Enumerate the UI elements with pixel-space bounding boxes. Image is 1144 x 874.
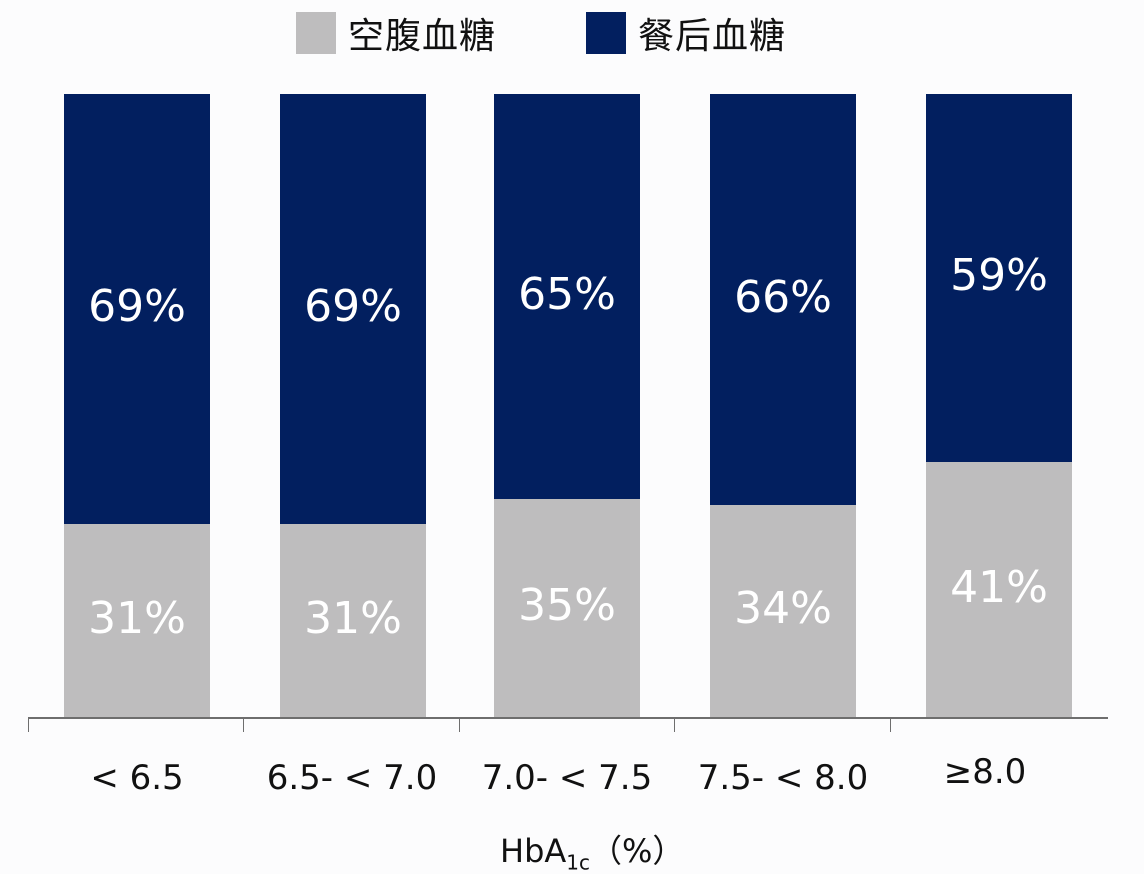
- bar-0: 69% 31%: [64, 94, 210, 717]
- bar-segment-postprandial: 69%: [280, 94, 426, 524]
- x-axis-title-unit: （%）: [590, 832, 685, 870]
- bar-2: 65% 35%: [494, 94, 640, 717]
- bar-segment-postprandial: 69%: [64, 94, 210, 524]
- legend-item-postprandial: 餐后血糖: [586, 7, 786, 59]
- data-label-postprandial: 59%: [950, 250, 1048, 301]
- bar-segment-postprandial: 66%: [710, 94, 856, 505]
- bar-segment-postprandial: 59%: [926, 94, 1072, 462]
- legend-swatch-postprandial: [586, 12, 627, 54]
- data-label-fasting: 35%: [518, 580, 616, 631]
- x-axis-title-main: HbA: [500, 832, 567, 870]
- data-label-postprandial: 65%: [518, 268, 616, 320]
- legend-label-postprandial: 餐后血糖: [638, 16, 787, 57]
- bar-segment-fasting: 31%: [64, 524, 210, 717]
- bar-3: 66% 34%: [710, 94, 856, 717]
- x-axis-tick: [674, 717, 675, 732]
- bar-segment-fasting: 31%: [280, 524, 426, 717]
- legend-label-fasting: 空腹血糖: [348, 16, 497, 57]
- x-axis-category-label: ≥8.0: [943, 752, 1027, 792]
- legend-swatch-fasting: [296, 12, 336, 54]
- data-label-postprandial: 66%: [734, 271, 832, 323]
- data-label-postprandial: 69%: [88, 281, 186, 332]
- bar-segment-postprandial: 65%: [494, 94, 640, 499]
- bar-1: 69% 31%: [280, 94, 426, 717]
- x-axis-category-label: < 6.5: [90, 758, 184, 798]
- chart-legend: 空腹血糖 餐后血糖: [296, 7, 876, 59]
- bar-4: 59% 41%: [926, 94, 1072, 717]
- legend-item-fasting: 空腹血糖: [296, 7, 496, 59]
- x-axis-tick: [243, 717, 244, 732]
- data-label-fasting: 34%: [734, 583, 832, 634]
- data-label-fasting: 41%: [950, 561, 1048, 613]
- x-axis-category-label: 7.0- < 7.5: [481, 758, 653, 798]
- x-axis-title: HbA1c（%）: [500, 826, 684, 874]
- x-axis-line: [28, 717, 1108, 719]
- x-axis-category-label: 6.5- < 7.0: [266, 758, 438, 798]
- x-axis-category-label: 7.5- < 8.0: [697, 758, 869, 798]
- data-label-fasting: 31%: [88, 592, 186, 644]
- bar-segment-fasting: 35%: [494, 499, 640, 717]
- data-label-postprandial: 69%: [304, 281, 402, 332]
- bar-segment-fasting: 34%: [710, 505, 856, 717]
- x-axis-title-subscript: 1c: [566, 850, 590, 874]
- data-label-fasting: 31%: [304, 592, 402, 644]
- x-axis-tick: [28, 717, 29, 732]
- bar-segment-fasting: 41%: [926, 462, 1072, 717]
- x-axis-tick: [890, 717, 891, 732]
- x-axis-tick: [459, 717, 460, 732]
